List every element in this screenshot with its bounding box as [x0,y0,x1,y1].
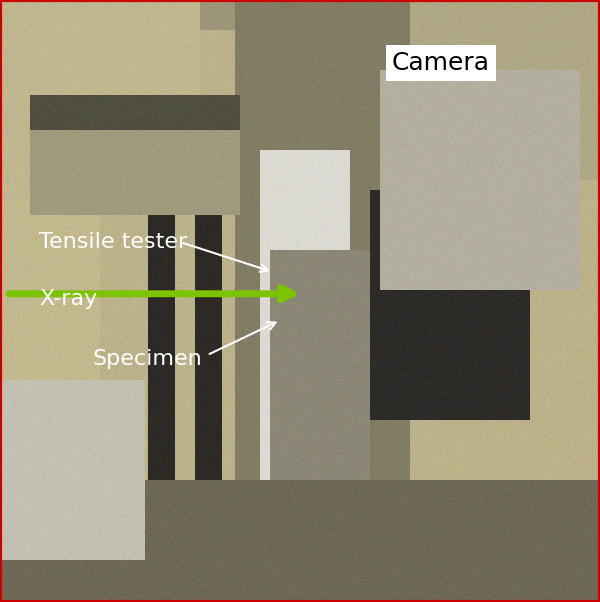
Text: X-ray: X-ray [39,289,97,309]
Text: Specimen: Specimen [93,349,203,370]
Text: Tensile tester: Tensile tester [39,232,187,252]
Text: Camera: Camera [392,51,490,75]
